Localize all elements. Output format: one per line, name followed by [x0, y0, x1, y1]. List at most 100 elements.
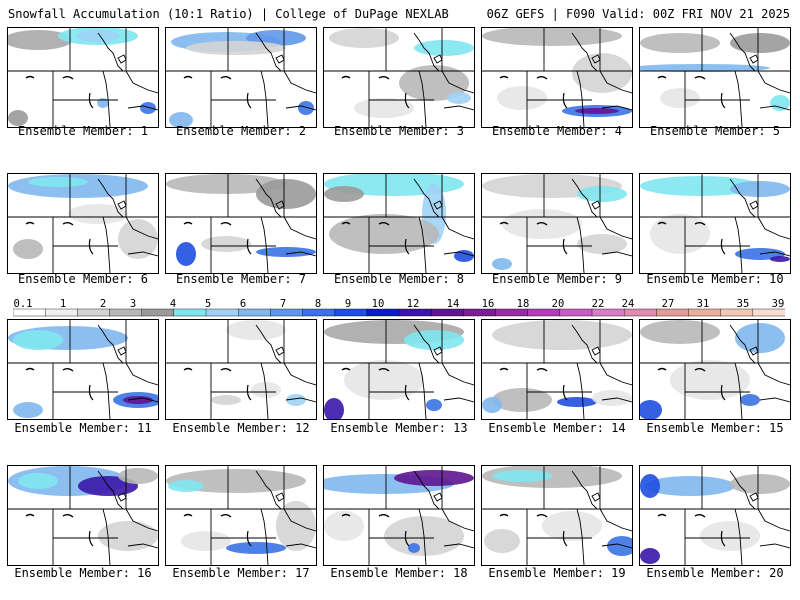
snowfall-map — [324, 466, 474, 565]
ensemble-member-label: Ensemble Member: 13 — [330, 421, 468, 435]
colorbar-tick-label: 3 — [130, 298, 136, 310]
colorbar-swatch — [141, 308, 175, 317]
colorbar-swatch — [495, 308, 529, 317]
colorbar-tick-label: 2 — [100, 298, 106, 310]
colorbar-tick-label: 39 — [772, 298, 785, 310]
colorbar-swatch — [205, 308, 239, 317]
snowfall-map — [482, 28, 632, 127]
colorbar-swatch — [463, 308, 497, 317]
colorbar-tick-label: 24 — [622, 298, 635, 310]
colorbar-swatch — [237, 308, 272, 317]
colorbar-swatch — [13, 308, 46, 317]
ensemble-map-panel — [7, 173, 159, 274]
snowfall-map — [166, 466, 316, 565]
colorbar-tick-label: 18 — [517, 298, 530, 310]
ensemble-member-label: Ensemble Member: 8 — [333, 272, 465, 286]
ensemble-member-label: Ensemble Member: 4 — [491, 124, 623, 138]
colorbar-tick-label: 22 — [592, 298, 605, 310]
colorbar-tick-label: 8 — [315, 298, 321, 310]
colorbar-tick-label: 12 — [407, 298, 420, 310]
colorbar-tick-label: 20 — [552, 298, 565, 310]
snowfall-map — [324, 28, 474, 127]
ensemble-member-label: Ensemble Member: 11 — [14, 421, 152, 435]
snowfall-map — [166, 320, 316, 419]
colorbar-swatch — [430, 308, 465, 317]
ensemble-map-panel — [481, 319, 633, 420]
snowfall-map — [482, 320, 632, 419]
header-title: Snowfall Accumulation (10:1 Ratio) | Col… — [8, 7, 449, 21]
colorbar-tick-label: 35 — [737, 298, 750, 310]
colorbar-swatch — [752, 308, 785, 317]
snowfall-map — [640, 466, 790, 565]
colorbar-tick-label: 27 — [662, 298, 675, 310]
snowfall-map — [482, 174, 632, 273]
ensemble-map-panel — [639, 319, 791, 420]
ensemble-member-label: Ensemble Member: 1 — [17, 124, 149, 138]
ensemble-map-panel — [165, 465, 317, 566]
colorbar-swatch — [270, 308, 304, 317]
colorbar-swatch — [173, 308, 207, 317]
ensemble-member-label: Ensemble Member: 20 — [646, 566, 784, 580]
colorbar-tick-label: 14 — [447, 298, 460, 310]
ensemble-map-panel — [481, 173, 633, 274]
ensemble-member-label: Ensemble Member: 18 — [330, 566, 468, 580]
ensemble-map-panel — [165, 319, 317, 420]
snowfall-map — [324, 174, 474, 273]
colorbar-tick-label: 7 — [280, 298, 286, 310]
ensemble-map-panel — [639, 465, 791, 566]
ensemble-member-label: Ensemble Member: 16 — [14, 566, 152, 580]
snowfall-map — [640, 320, 790, 419]
colorbar-swatch — [302, 308, 336, 317]
snowfall-map — [8, 174, 158, 273]
ensemble-map-panel — [323, 173, 475, 274]
ensemble-member-label: Ensemble Member: 17 — [172, 566, 310, 580]
snowfall-map — [8, 320, 158, 419]
ensemble-member-label: Ensemble Member: 5 — [649, 124, 781, 138]
colorbar-swatch — [334, 308, 368, 317]
ensemble-map-panel — [323, 27, 475, 128]
ensemble-map-panel — [481, 27, 633, 128]
ensemble-map-panel — [165, 27, 317, 128]
colorbar-tick-label: 9 — [345, 298, 351, 310]
colorbar-tick-label: 5 — [205, 298, 211, 310]
ensemble-member-label: Ensemble Member: 9 — [491, 272, 623, 286]
ensemble-member-label: Ensemble Member: 12 — [172, 421, 310, 435]
colorbar-tick-label: 31 — [697, 298, 710, 310]
ensemble-map-panel — [323, 319, 475, 420]
snowfall-map — [324, 320, 474, 419]
ensemble-map-panel — [323, 465, 475, 566]
colorbar-swatch — [44, 308, 79, 317]
ensemble-member-label: Ensemble Member: 15 — [646, 421, 784, 435]
colorbar-tick-label: 6 — [240, 298, 246, 310]
ensemble-map-panel — [7, 319, 159, 420]
colorbar-tick-label: 10 — [372, 298, 385, 310]
snowfall-map — [482, 466, 632, 565]
ensemble-member-label: Ensemble Member: 19 — [488, 566, 626, 580]
ensemble-map-panel — [481, 465, 633, 566]
snowfall-map — [8, 466, 158, 565]
header-run-info: 06Z GEFS | F090 Valid: 00Z FRI NOV 21 20… — [486, 7, 790, 21]
snowfall-map — [166, 174, 316, 273]
colorbar-swatch — [656, 308, 690, 317]
colorbar-swatch — [559, 308, 593, 317]
colorbar-swatch — [527, 308, 561, 317]
snowfall-colorbar: 0.1 1 2 3 4 5 6 7 8 9 10 12 14 16 18 20 22 24 27 31 35 39 — [13, 298, 785, 317]
colorbar-tick-label: 1 — [60, 298, 66, 310]
colorbar-swatch — [398, 308, 432, 317]
colorbar-swatch — [688, 308, 722, 317]
colorbar-swatch — [77, 308, 111, 317]
ensemble-member-label: Ensemble Member: 2 — [175, 124, 307, 138]
ensemble-member-label: Ensemble Member: 7 — [175, 272, 307, 286]
snowfall-map — [640, 28, 790, 127]
ensemble-map-panel — [639, 27, 791, 128]
ensemble-map-panel — [639, 173, 791, 274]
colorbar-tick-label: 4 — [170, 298, 176, 310]
ensemble-map-panel — [7, 465, 159, 566]
colorbar-swatch — [623, 308, 658, 317]
colorbar-swatch — [720, 308, 754, 317]
ensemble-member-label: Ensemble Member: 14 — [488, 421, 626, 435]
colorbar-swatch — [109, 308, 143, 317]
ensemble-map-panel — [165, 173, 317, 274]
colorbar-tick-label: 0.1 — [14, 298, 33, 310]
colorbar-swatch — [591, 308, 625, 317]
